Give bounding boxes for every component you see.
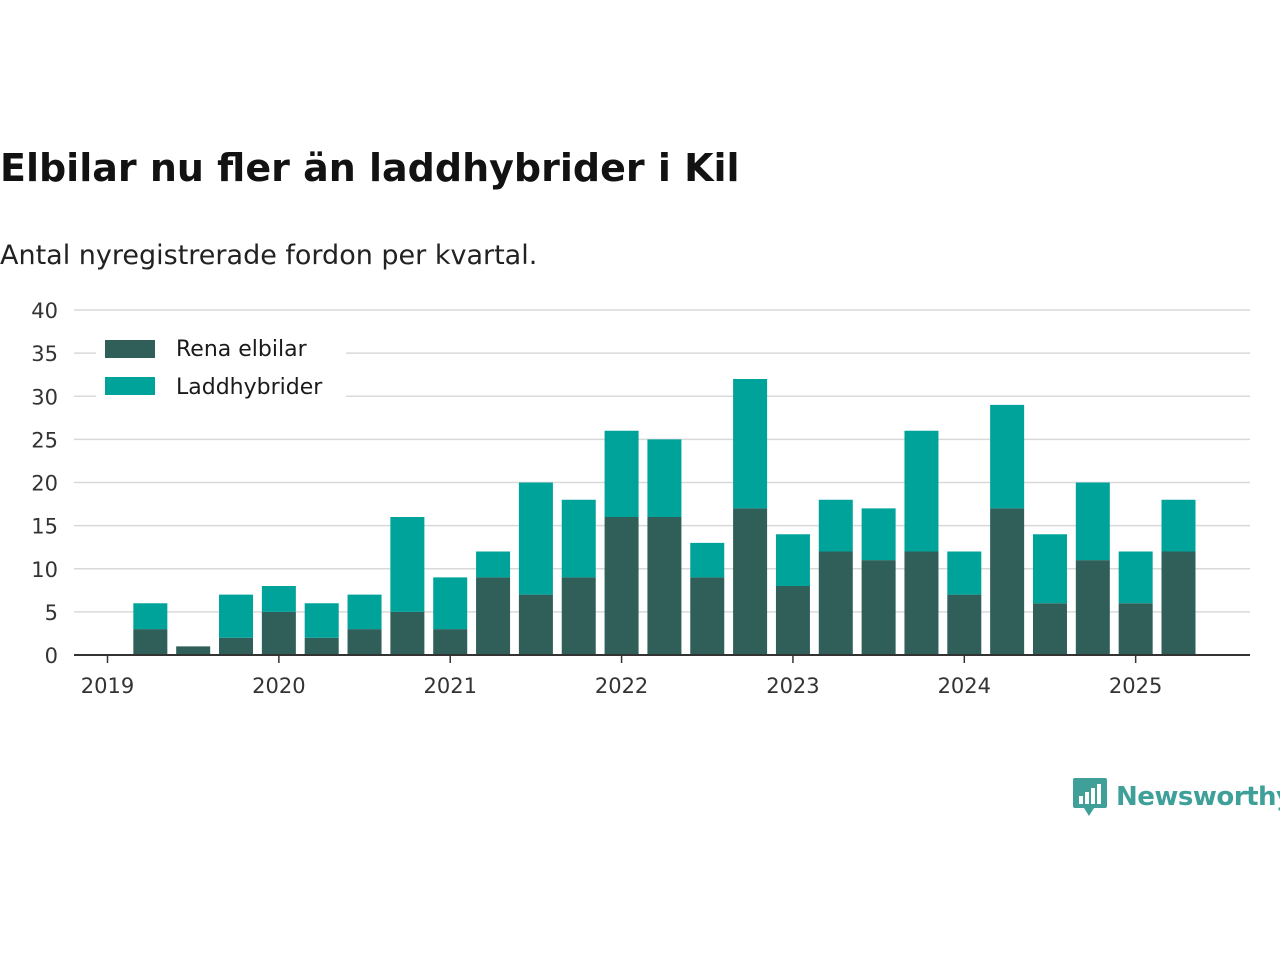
- bar-laddhybrider: [904, 430, 939, 552]
- bar-laddhybrider: [690, 542, 725, 578]
- bar-rena-elbilar: [990, 508, 1025, 655]
- bar-rena-elbilar: [219, 637, 254, 655]
- y-tick-label: 35: [31, 342, 58, 366]
- legend-label-laddhybrider: Laddhybrider: [176, 375, 323, 400]
- legend: Rena elbilar Laddhybrider: [96, 332, 346, 404]
- bar-rena-elbilar: [561, 577, 596, 655]
- x-tick-label: 2023: [766, 674, 819, 698]
- bar-laddhybrider: [1032, 534, 1067, 604]
- bar-rena-elbilar: [690, 577, 725, 655]
- bar-rena-elbilar: [861, 560, 896, 655]
- bar-rena-elbilar: [1032, 603, 1067, 655]
- bar-laddhybrider: [561, 499, 596, 578]
- bar-laddhybrider: [304, 603, 339, 638]
- bar-laddhybrider: [1161, 499, 1196, 552]
- bar-rena-elbilar: [476, 577, 511, 655]
- bar-laddhybrider: [604, 430, 639, 517]
- x-tick-label: 2020: [252, 674, 305, 698]
- chart-title: Elbilar nu fler än laddhybrider i Kil: [0, 146, 740, 190]
- brand-name: Newsworthy: [1116, 782, 1280, 812]
- bar-rena-elbilar: [347, 629, 382, 655]
- bar-rena-elbilar: [518, 594, 553, 655]
- bar-laddhybrider: [647, 439, 682, 517]
- legend-label-rena-elbilar: Rena elbilar: [176, 337, 308, 362]
- bar-laddhybrider: [390, 517, 425, 612]
- bar-laddhybrider: [133, 603, 168, 630]
- bar-laddhybrider: [433, 577, 468, 630]
- y-axis-ticks: 0 5 10 15 20 25 30 35 40: [31, 299, 58, 668]
- x-tick-label: 2024: [938, 674, 991, 698]
- bar-laddhybrider: [219, 594, 254, 638]
- bar-laddhybrider: [261, 586, 296, 612]
- bar-laddhybrider: [476, 551, 511, 578]
- y-tick-label: 0: [45, 644, 58, 668]
- bar-rena-elbilar: [133, 629, 168, 655]
- bar-laddhybrider: [990, 404, 1025, 509]
- bar-laddhybrider: [947, 551, 982, 595]
- x-tick-label: 2019: [81, 674, 134, 698]
- bar-rena-elbilar: [176, 646, 211, 655]
- bar-rena-elbilar: [433, 629, 468, 655]
- bar-rena-elbilar: [390, 611, 425, 655]
- bar-chart-speech-bubble-icon: [1073, 778, 1107, 816]
- y-tick-label: 40: [31, 299, 58, 323]
- bar-rena-elbilar: [261, 611, 296, 655]
- bar-laddhybrider: [1075, 482, 1110, 561]
- bar-laddhybrider: [775, 534, 810, 586]
- bar-laddhybrider: [733, 379, 768, 509]
- bar-rena-elbilar: [733, 508, 768, 655]
- x-tick-label: 2021: [423, 674, 476, 698]
- y-tick-label: 10: [31, 558, 58, 582]
- bar-rena-elbilar: [1118, 603, 1153, 655]
- bar-rena-elbilar: [775, 586, 810, 655]
- bar-rena-elbilar: [904, 551, 939, 655]
- legend-swatch-laddhybrider: [105, 377, 155, 395]
- bar-rena-elbilar: [1075, 560, 1110, 655]
- newsworthy-logo: Newsworthy: [1072, 776, 1280, 818]
- y-tick-label: 5: [45, 601, 58, 625]
- bar-rena-elbilar: [604, 517, 639, 655]
- y-tick-label: 15: [31, 515, 58, 539]
- bar-rena-elbilar: [304, 637, 339, 655]
- y-tick-label: 25: [31, 428, 58, 452]
- bar-rena-elbilar: [647, 517, 682, 655]
- bar-rena-elbilar: [947, 594, 982, 655]
- x-tick-label: 2025: [1109, 674, 1162, 698]
- y-tick-label: 30: [31, 385, 58, 409]
- bar-rena-elbilar: [1161, 551, 1196, 655]
- y-tick-label: 20: [31, 472, 58, 496]
- bar-laddhybrider: [347, 594, 382, 630]
- bar-series: [133, 379, 1196, 655]
- bar-laddhybrider: [1118, 551, 1153, 604]
- x-tick-label: 2022: [595, 674, 648, 698]
- legend-swatch-rena-elbilar: [105, 340, 155, 358]
- bar-laddhybrider: [818, 499, 853, 552]
- bar-laddhybrider: [518, 482, 553, 595]
- bar-laddhybrider: [861, 508, 896, 561]
- chart-subtitle: Antal nyregistrerade fordon per kvartal.: [0, 240, 538, 271]
- x-axis: 2019 2020 2021 2022 2023 2024 2025: [74, 654, 1250, 698]
- bar-rena-elbilar: [818, 551, 853, 655]
